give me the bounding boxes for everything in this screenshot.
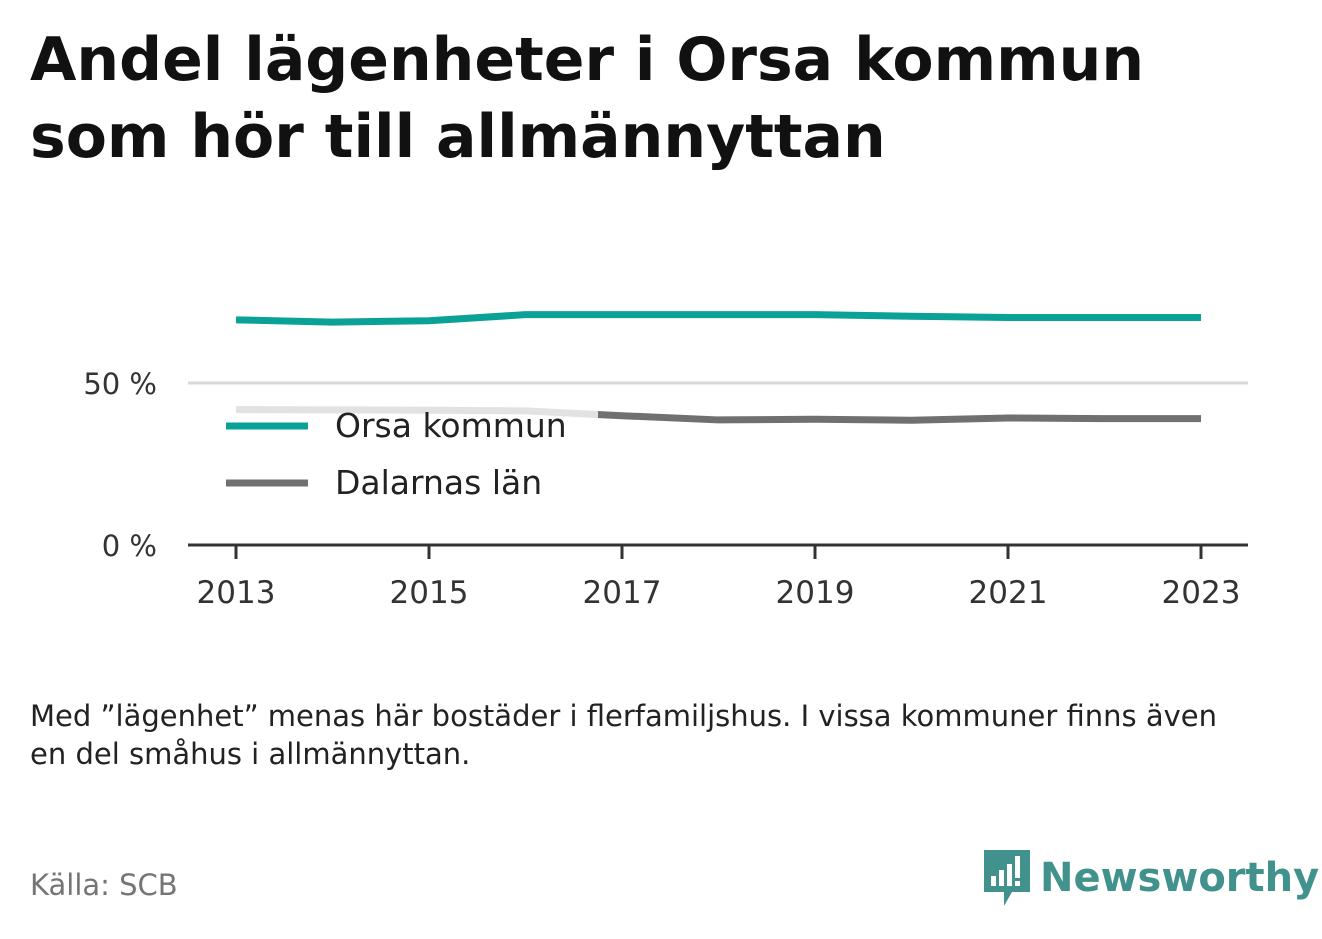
x-tick-label: 2013 [197,575,276,611]
legend-label: Orsa kommun [335,406,567,445]
x-tick-label: 2023 [1162,575,1241,611]
line-chart: Orsa kommun Dalarnas län 0 % 50 % 2013 2015 2… [83,311,1248,611]
x-tick-label: 2019 [776,575,855,611]
legend-label: Dalarnas län [335,463,542,502]
y-tick-label: 0 % [102,529,157,563]
x-tick-label: 2017 [583,575,662,611]
x-tick-label: 2015 [390,575,469,611]
newsworthy-logo-icon [984,850,1030,906]
series-line-orsa-kommun [235,311,1201,326]
legend-background [200,402,598,514]
x-tick-label: 2021 [969,575,1048,611]
brand-name: Newsworthy [1040,855,1320,901]
chart-note: Med ”lägenhet” menas här bostäder i fler… [30,699,1218,771]
chart-title: Andel lägenheter i Orsa kommun som hör t… [30,25,1145,172]
brand-logo: Newsworthy [982,848,1319,908]
source-label: Källa: SCB [30,868,178,902]
y-tick-label: 50 % [83,367,157,401]
